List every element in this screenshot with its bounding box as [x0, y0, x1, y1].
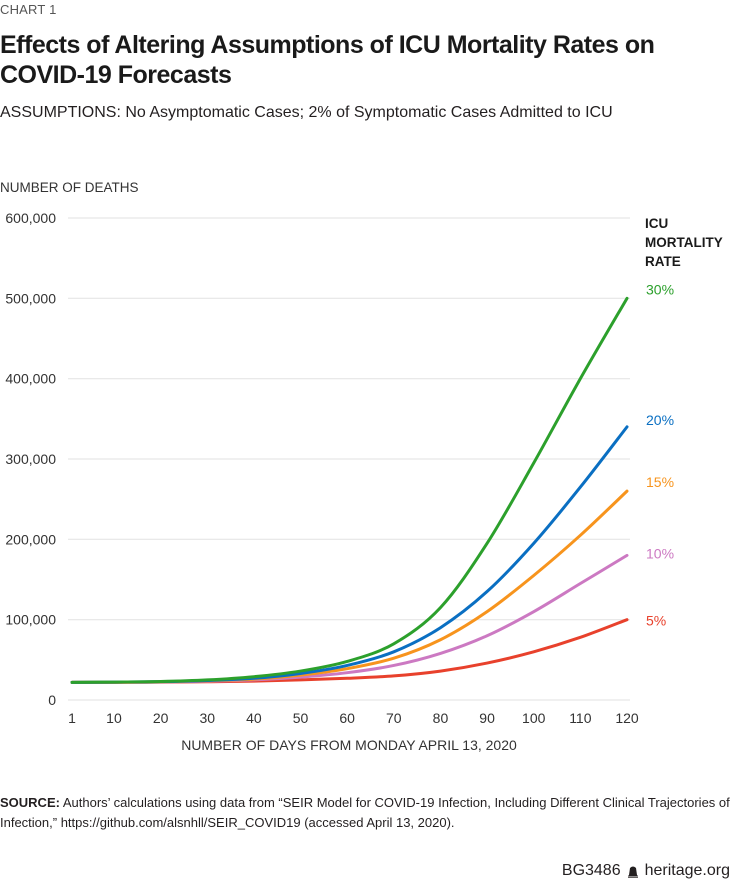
x-tick-label: 90 [479, 710, 495, 726]
series-label: 30% [646, 281, 674, 297]
chart-title: Effects of Altering Assumptions of ICU M… [0, 31, 655, 89]
legend-title-line: MORTALITY [645, 235, 723, 250]
x-tick-label: 30 [199, 710, 215, 726]
y-axis-ticks: 0 100,000 200,000 300,000 400,000 500,000 600,… [5, 210, 56, 708]
series-label: 10% [646, 545, 674, 561]
line-chart: 0 100,000 200,000 300,000 400,000 500,000 600,… [5, 210, 674, 726]
x-axis-title: NUMBER OF DAYS FROM MONDAY APRIL 13, 202… [181, 737, 517, 753]
series-label: 5% [646, 613, 666, 629]
x-tick-label: 70 [386, 710, 402, 726]
x-tick-label: 60 [339, 710, 355, 726]
series-lines [70, 296, 629, 684]
series-line-10pct [70, 553, 629, 684]
source-label: SOURCE: [0, 795, 60, 810]
y-tick-label: 200,000 [5, 531, 56, 547]
chart-subtitle: ASSUMPTIONS: No Asymptomatic Cases; 2% o… [0, 104, 613, 121]
x-tick-label: 10 [106, 710, 122, 726]
liberty-bell-icon [627, 865, 639, 878]
x-tick-label: 20 [153, 710, 169, 726]
series-line-20pct [70, 425, 629, 684]
y-axis-title: NUMBER OF DEATHS [0, 180, 139, 195]
x-axis-ticks: 1 10 20 30 40 50 60 70 80 90 100 110 120 [68, 710, 639, 726]
series-line-30pct [70, 296, 629, 684]
footer-branding: BG3486 heritage.org [562, 862, 730, 880]
series-label: 15% [646, 474, 674, 490]
x-tick-label: 100 [522, 710, 546, 726]
series-line-15pct [70, 489, 629, 684]
report-code: BG3486 [561, 862, 621, 879]
chart-kicker: CHART 1 [0, 2, 57, 17]
x-tick-label: 120 [615, 710, 639, 726]
source-text: Authors’ calculations using data from “S… [0, 795, 730, 830]
site-link[interactable]: heritage.org [644, 862, 730, 879]
series-label: 20% [646, 412, 674, 428]
y-tick-label: 0 [48, 692, 56, 708]
y-tick-label: 100,000 [5, 612, 56, 628]
gridlines [68, 217, 630, 701]
source-note: SOURCE: Authors’ calculations using data… [0, 793, 730, 833]
x-tick-label: 40 [246, 710, 262, 726]
y-tick-label: 300,000 [5, 451, 56, 467]
x-tick-label: 50 [293, 710, 309, 726]
y-tick-label: 500,000 [5, 290, 56, 306]
legend-title-line: RATE [645, 254, 681, 269]
legend-title: ICU MORTALITY RATE [645, 214, 723, 271]
y-tick-label: 400,000 [5, 371, 56, 387]
x-tick-label: 1 [68, 710, 76, 726]
y-tick-label: 600,000 [5, 210, 56, 226]
x-tick-label: 80 [433, 710, 449, 726]
legend-title-line: ICU [645, 216, 669, 231]
x-tick-label: 110 [569, 710, 592, 726]
series-labels: 30% 20% 15% 10% 5% [646, 281, 674, 628]
